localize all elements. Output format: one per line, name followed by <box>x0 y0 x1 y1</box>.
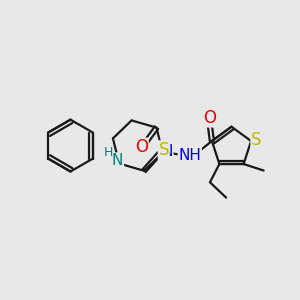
Text: NH: NH <box>178 148 201 163</box>
Text: O: O <box>203 109 216 127</box>
Text: O: O <box>135 138 148 156</box>
Text: N: N <box>112 153 123 168</box>
Text: S: S <box>251 130 262 148</box>
Text: S: S <box>158 141 169 159</box>
Text: N: N <box>161 144 173 159</box>
Text: H: H <box>104 146 113 159</box>
